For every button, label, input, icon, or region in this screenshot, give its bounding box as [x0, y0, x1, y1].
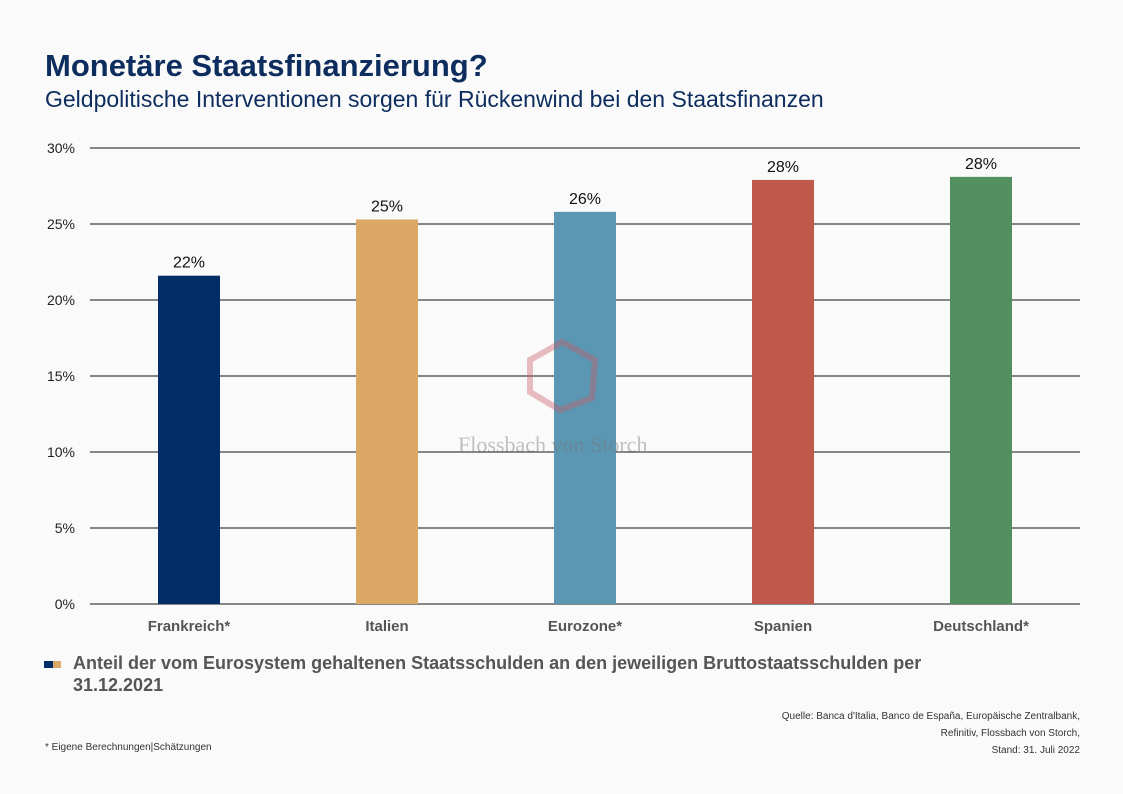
bar — [752, 179, 814, 605]
bar — [158, 275, 220, 604]
data-label: 22% — [173, 255, 205, 272]
y-tick-label: 15% — [47, 368, 75, 384]
source-line: Stand: 31. Juli 2022 — [991, 745, 1080, 756]
watermark-logo-icon — [527, 338, 599, 414]
footnote: * Eigene Berechnungen|Schätzungen — [45, 742, 212, 753]
x-tick-label: Spanien — [754, 618, 812, 635]
data-label: 25% — [371, 198, 403, 215]
y-tick-label: 20% — [47, 292, 75, 308]
chart-title: Monetäre Staatsfinanzierung? — [45, 48, 488, 83]
y-tick-label: 0% — [55, 596, 75, 612]
x-tick-label: Frankreich* — [148, 618, 231, 635]
watermark: Flossbach von Storch — [458, 432, 648, 457]
legend: Anteil der vom Eurosystem gehaltenen Sta… — [44, 652, 973, 696]
source-line: Quelle: Banca d'Italia, Banco de España,… — [781, 711, 1080, 722]
source-note: Quelle: Banca d'Italia, Banco de España,… — [782, 708, 1080, 759]
y-tick-label: 25% — [47, 216, 75, 232]
bar-chart: 0% 5% 10% 15% 20% 25% 30% 22% Frankreich* 25% Ital… — [47, 140, 1080, 635]
x-tick-label: Deutschland* — [933, 618, 1029, 635]
legend-swatch — [44, 661, 61, 668]
data-label: 28% — [965, 156, 997, 173]
bar — [950, 176, 1012, 604]
source-line: Refinitiv, Flossbach von Storch, — [940, 728, 1080, 739]
x-tick-label: Italien — [365, 618, 408, 635]
y-tick-label: 10% — [47, 444, 75, 460]
data-label: 28% — [767, 159, 799, 176]
data-label: 26% — [569, 191, 601, 208]
bar — [356, 219, 418, 604]
y-tick-label: 5% — [55, 520, 75, 536]
bar — [554, 211, 616, 604]
chart-subtitle: Geldpolitische Interventionen sorgen für… — [45, 86, 824, 112]
y-tick-label: 30% — [47, 140, 75, 156]
legend-text: Anteil der vom Eurosystem gehaltenen Sta… — [73, 653, 922, 695]
x-tick-label: Eurozone* — [548, 618, 622, 635]
